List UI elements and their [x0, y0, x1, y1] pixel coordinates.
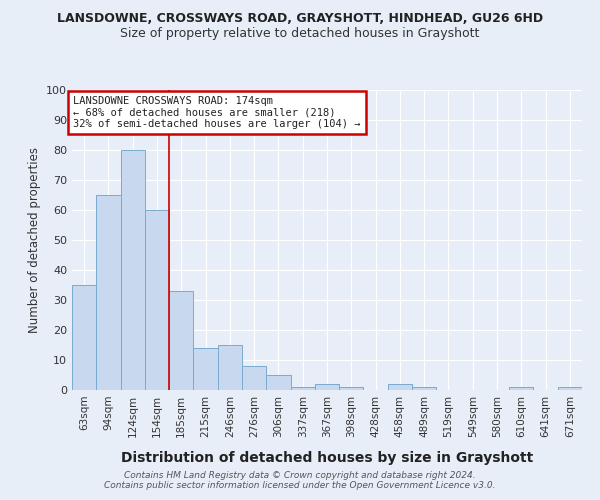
Bar [121, 150, 145, 390]
Bar [193, 348, 218, 390]
Text: Size of property relative to detached houses in Grayshott: Size of property relative to detached ho… [121, 28, 479, 40]
Text: LANSDOWNE, CROSSWAYS ROAD, GRAYSHOTT, HINDHEAD, GU26 6HD: LANSDOWNE, CROSSWAYS ROAD, GRAYSHOTT, HI… [57, 12, 543, 26]
Bar [72, 285, 96, 390]
Bar [96, 195, 121, 390]
X-axis label: Distribution of detached houses by size in Grayshott: Distribution of detached houses by size … [121, 451, 533, 465]
Bar [412, 387, 436, 390]
Bar [558, 387, 582, 390]
Bar [388, 384, 412, 390]
Bar [218, 345, 242, 390]
Bar [315, 384, 339, 390]
Bar [266, 375, 290, 390]
Text: LANSDOWNE CROSSWAYS ROAD: 174sqm
← 68% of detached houses are smaller (218)
32% : LANSDOWNE CROSSWAYS ROAD: 174sqm ← 68% o… [73, 96, 361, 129]
Y-axis label: Number of detached properties: Number of detached properties [28, 147, 41, 333]
Bar [339, 387, 364, 390]
Text: Contains HM Land Registry data © Crown copyright and database right 2024.
Contai: Contains HM Land Registry data © Crown c… [104, 470, 496, 490]
Bar [290, 387, 315, 390]
Bar [169, 291, 193, 390]
Bar [145, 210, 169, 390]
Bar [509, 387, 533, 390]
Bar [242, 366, 266, 390]
